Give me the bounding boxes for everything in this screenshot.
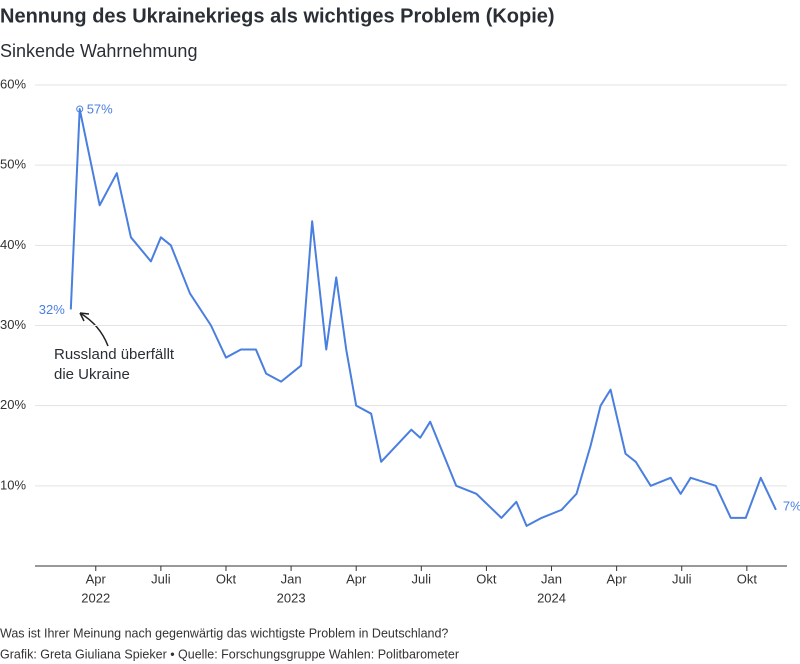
x-year-label: 2024 bbox=[537, 590, 566, 605]
x-tick-label: Apr bbox=[607, 571, 628, 586]
value-label: 32% bbox=[39, 302, 65, 317]
line bbox=[69, 108, 777, 527]
value-label: 57% bbox=[87, 101, 113, 116]
y-tick-label: 20% bbox=[0, 397, 26, 412]
y-tick-label: 50% bbox=[0, 157, 26, 172]
annotation: die Ukraine bbox=[54, 366, 130, 383]
x-tick-label: Apr bbox=[86, 571, 107, 586]
x-tick-label: Juli bbox=[412, 571, 432, 586]
x-tick-label: Okt bbox=[737, 571, 758, 586]
peak-marker bbox=[76, 105, 84, 113]
x-tick-label: Juli bbox=[151, 571, 171, 586]
chart-title: Nennung des Ukrainekriegs als wichtiges … bbox=[0, 5, 555, 27]
credit: Grafik: Greta Giuliana Spieker • Quelle:… bbox=[0, 647, 459, 661]
y-tick-label: 30% bbox=[0, 317, 26, 332]
annotation: Russland überfällt bbox=[54, 346, 175, 363]
chart-subtitle: Sinkende Wahrnehmung bbox=[0, 41, 197, 61]
x-tick-label: Jan bbox=[281, 571, 302, 586]
x-tick-label: Okt bbox=[216, 571, 237, 586]
x-year-label: 2023 bbox=[277, 590, 306, 605]
x-year-label: 2022 bbox=[81, 590, 110, 605]
x-tick-label: Jan bbox=[541, 571, 562, 586]
x-tick-label: Okt bbox=[476, 571, 497, 586]
footnote: Was ist Ihrer Meinung nach gegenwärtig d… bbox=[0, 626, 448, 640]
annotation-arrow bbox=[79, 312, 109, 347]
arrow-head bbox=[79, 312, 90, 322]
x-tick-label: Juli bbox=[672, 571, 692, 586]
y-tick-label: 60% bbox=[0, 76, 26, 91]
value-label: 7% bbox=[783, 498, 800, 513]
x-tick-label: Apr bbox=[346, 571, 367, 586]
y-tick-label: 40% bbox=[0, 237, 26, 252]
y-tick-label: 10% bbox=[0, 477, 26, 492]
